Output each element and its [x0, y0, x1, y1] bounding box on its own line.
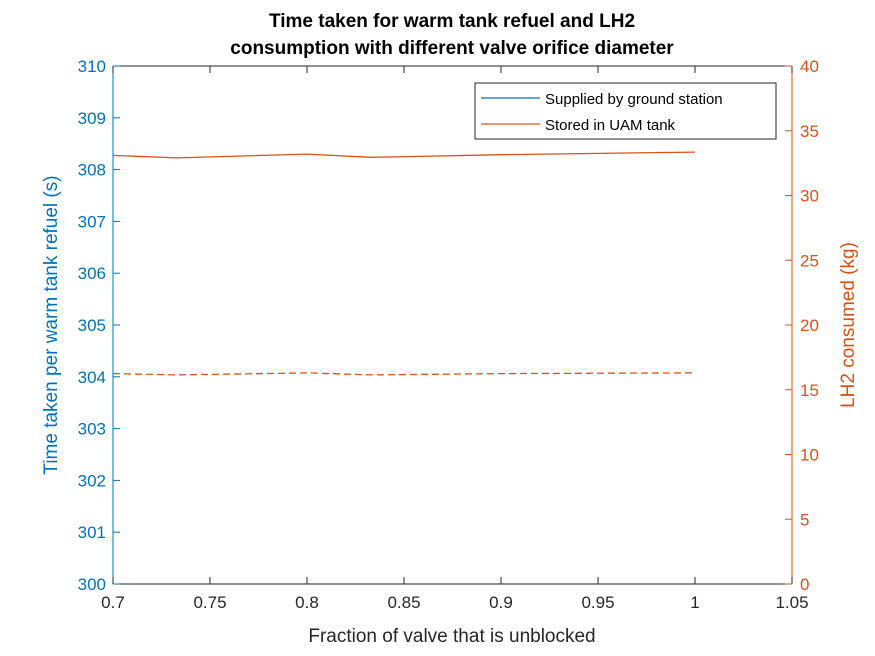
y-left-tick-label: 301	[78, 523, 106, 542]
x-axis-label: Fraction of valve that is unblocked	[308, 626, 595, 647]
legend-label-ground-station: Supplied by ground station	[545, 91, 723, 108]
y-left-tick-label: 309	[78, 109, 106, 128]
y-left-tick-label: 304	[78, 368, 106, 387]
y-right-tick-label: 5	[800, 510, 809, 529]
x-tick-label: 1	[690, 593, 699, 612]
y-right-tick-label: 40	[800, 57, 819, 76]
series-line-dashed	[112, 372, 696, 376]
y-right-tick-label: 15	[800, 381, 819, 400]
legend: Supplied by ground station Stored in UAM…	[474, 82, 777, 140]
x-axis-ticks: 0.7 0.75 0.8 0.85 0.9 0.95 1 1.05	[101, 66, 809, 612]
x-tick-label: 0.95	[581, 593, 614, 612]
x-tick-label: 0.8	[295, 593, 319, 612]
legend-label-uam-tank: Stored in UAM tank	[545, 117, 676, 134]
y-left-tick-label: 302	[78, 471, 106, 490]
legend-box	[474, 82, 777, 140]
x-tick-label: 1.05	[775, 593, 808, 612]
y-right-tick-label: 10	[800, 446, 819, 465]
y-right-tick-label: 30	[800, 187, 819, 206]
x-tick-label: 0.75	[193, 593, 226, 612]
chart-title-line-2: consumption with different valve orifice…	[230, 38, 674, 59]
y-left-tick-label: 306	[78, 264, 106, 283]
y-right-tick-label: 25	[800, 251, 819, 270]
y-left-tick-label: 300	[78, 575, 106, 594]
y-right-tick-label: 35	[800, 122, 819, 141]
y-right-tick-label: 0	[800, 575, 809, 594]
x-tick-label: 0.9	[489, 593, 513, 612]
y-left-axis-label: Time taken per warm tank refuel (s)	[41, 175, 62, 474]
y-left-tick-label: 303	[78, 420, 106, 439]
y-left-tick-label: 305	[78, 316, 106, 335]
series-layer	[112, 151, 696, 376]
x-tick-label: 0.7	[101, 593, 125, 612]
x-tick-label: 0.85	[387, 593, 420, 612]
y-left-axis-ticks: 300 301 302 303 304 305 306 307 308 309 310	[78, 57, 120, 594]
y-right-axis-ticks: 0 5 10 15 20 25 30 35 40	[785, 57, 819, 594]
y-left-tick-label: 307	[78, 212, 106, 231]
chart-title-line-1: Time taken for warm tank refuel and LH2	[269, 11, 635, 32]
y-right-tick-label: 20	[800, 316, 819, 335]
y-left-tick-label: 310	[78, 57, 106, 76]
series-line-solid	[112, 151, 696, 159]
y-left-tick-label: 308	[78, 161, 106, 180]
y-right-axis-label: LH2 consumed (kg)	[838, 242, 859, 408]
